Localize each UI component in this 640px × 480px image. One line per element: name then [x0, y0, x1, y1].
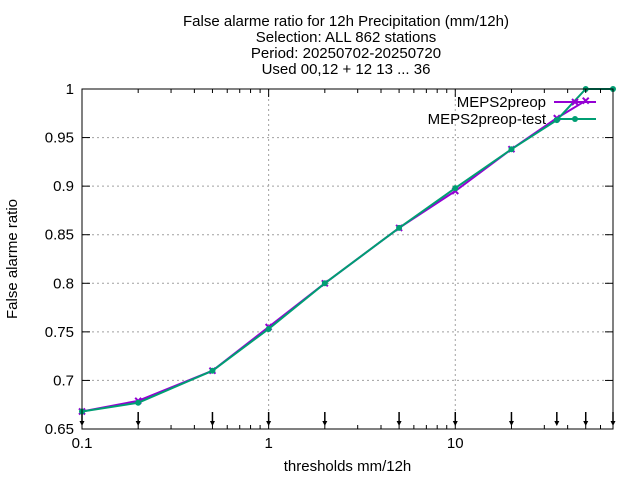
title-line: False alarme ratio for 12h Precipitation…: [183, 13, 509, 30]
y-tick-label: 0.75: [45, 324, 74, 341]
legend-marker: [571, 98, 579, 106]
legend-label: MEPS2preop-test: [428, 111, 547, 128]
y-tick-label: 1: [66, 81, 74, 98]
x-axis-label: thresholds mm/12h: [284, 458, 412, 475]
data-point: [209, 367, 216, 374]
title-line: Used 00,12 + 12 13 ... 36: [262, 61, 431, 78]
threshold-marker-head: [583, 421, 589, 426]
axis-ticks: 0.65 0.7 0.75 0.8 0.85 0.9 0.95 1 0.1 1 10: [45, 81, 614, 452]
threshold-marker-head: [508, 421, 514, 426]
data-point: [553, 117, 560, 124]
y-tick-label: 0.7: [53, 372, 74, 389]
threshold-marker-head: [554, 421, 560, 426]
y-tick-label: 0.65: [45, 421, 74, 438]
grid: [82, 89, 613, 429]
series-group: [78, 86, 616, 416]
threshold-markers: [79, 412, 616, 426]
data-point: [321, 280, 328, 287]
legend-marker: [572, 116, 578, 122]
threshold-marker-head: [322, 421, 328, 426]
data-point: [396, 224, 403, 231]
data-point: [265, 325, 272, 332]
data-point: [452, 185, 459, 192]
y-tick-label: 0.8: [53, 275, 74, 292]
data-point: [135, 399, 142, 406]
x-tick-label: 10: [447, 435, 464, 452]
threshold-marker-head: [135, 421, 141, 426]
x-tick-label: 0.1: [72, 435, 93, 452]
y-axis-label: False alarme ratio: [4, 199, 21, 319]
chart-title: False alarme ratio for 12h Precipitation…: [183, 13, 509, 78]
threshold-marker-head: [396, 421, 402, 426]
y-tick-label: 0.85: [45, 227, 74, 244]
plot-frame: [81, 88, 614, 430]
threshold-marker-head: [209, 421, 215, 426]
y-tick-label: 0.9: [53, 178, 74, 195]
data-point: [508, 146, 515, 153]
title-line: Selection: ALL 862 stations: [256, 29, 436, 46]
y-tick-label: 0.95: [45, 130, 74, 147]
legend-label: MEPS2preop: [457, 94, 546, 111]
x-tick-label: 1: [264, 435, 272, 452]
title-line: Period: 20250702-20250720: [251, 45, 441, 62]
